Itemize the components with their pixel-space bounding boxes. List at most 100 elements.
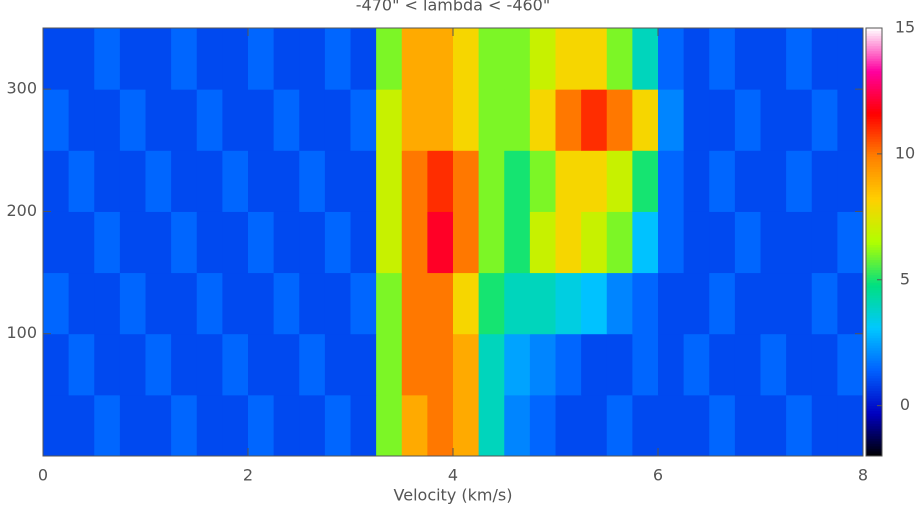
heat-cell xyxy=(760,333,787,396)
colorbar-segment xyxy=(866,322,882,326)
heat-cell xyxy=(94,211,121,274)
colorbar-segment xyxy=(866,299,882,303)
heat-cell xyxy=(683,272,710,335)
colorbar-segment xyxy=(866,141,882,145)
heat-cell xyxy=(478,272,505,335)
colorbar-segment xyxy=(866,267,882,271)
heat-cell xyxy=(145,89,172,151)
heat-cell xyxy=(248,89,275,151)
heat-cell xyxy=(427,394,454,457)
heat-cell xyxy=(43,89,70,151)
heat-cell xyxy=(119,394,146,457)
heat-cell xyxy=(529,333,556,396)
colorbar-segment xyxy=(866,194,882,198)
heat-cell xyxy=(504,333,531,396)
heat-cell xyxy=(171,333,198,396)
colorbar-segment xyxy=(866,88,882,92)
heat-cell xyxy=(683,28,710,90)
heat-cell xyxy=(145,272,172,335)
heat-cell xyxy=(350,333,377,396)
heat-cell xyxy=(273,150,300,212)
heat-cell xyxy=(222,272,249,335)
colorbar-tick-label: 15 xyxy=(895,18,915,37)
heat-cell xyxy=(68,394,95,457)
colorbar-segment xyxy=(866,377,882,381)
heat-cell xyxy=(171,150,198,212)
heat-cell xyxy=(222,333,249,396)
heat-cell xyxy=(453,28,480,90)
heat-cell xyxy=(145,211,172,274)
colorbar-segment xyxy=(866,433,882,437)
colorbar-segment xyxy=(866,327,882,331)
colorbar-segment xyxy=(866,390,882,394)
colorbar-segment xyxy=(866,297,882,301)
heat-cell xyxy=(529,89,556,151)
heat-cell xyxy=(581,333,608,396)
colorbar-segment xyxy=(866,430,882,434)
heat-cell xyxy=(453,150,480,212)
colorbar-segment xyxy=(866,121,882,125)
colorbar-segment xyxy=(866,450,882,454)
heat-cell xyxy=(632,211,659,274)
heat-cell xyxy=(248,28,275,90)
colorbar-segment xyxy=(866,111,882,115)
heat-cell xyxy=(478,333,505,396)
colorbar-segment xyxy=(866,221,882,225)
colorbar-segment xyxy=(866,362,882,366)
chart-title: -470" < lambda < -460" xyxy=(356,0,550,15)
colorbar-segment xyxy=(866,138,882,142)
colorbar-segment xyxy=(866,309,882,313)
colorbar-segment xyxy=(866,226,882,230)
heat-cell xyxy=(555,89,582,151)
heat-cell xyxy=(248,211,275,274)
colorbar-segment xyxy=(866,393,882,397)
colorbar-segment xyxy=(866,30,882,34)
colorbar-segment xyxy=(866,405,882,409)
colorbar-segment xyxy=(866,272,882,276)
heat-cell xyxy=(734,28,761,90)
heat-cell xyxy=(709,28,736,90)
colorbar-segment xyxy=(866,244,882,248)
heat-cell xyxy=(683,211,710,274)
heat-cell xyxy=(43,333,70,396)
heat-cell xyxy=(376,150,403,212)
heat-cell xyxy=(504,211,531,274)
colorbar-segment xyxy=(866,126,882,130)
colorbar-segment xyxy=(866,146,882,150)
colorbar-segment xyxy=(866,259,882,263)
colorbar-segment xyxy=(866,282,882,286)
colorbar-segment xyxy=(866,75,882,79)
colorbar-segment xyxy=(866,274,882,278)
heat-cell xyxy=(811,272,838,335)
heat-cell xyxy=(658,333,685,396)
colorbar-segment xyxy=(866,48,882,52)
colorbar-segment xyxy=(866,133,882,137)
heat-cell xyxy=(478,150,505,212)
heat-cell xyxy=(555,333,582,396)
heat-cell xyxy=(581,394,608,457)
heat-cell xyxy=(273,333,300,396)
colorbar-segment xyxy=(866,425,882,429)
heat-cell xyxy=(324,394,351,457)
colorbar-segment xyxy=(866,186,882,190)
colorbar-segment xyxy=(866,136,882,140)
colorbar-segment xyxy=(866,128,882,132)
colorbar-segment xyxy=(866,277,882,281)
heat-cell xyxy=(427,272,454,335)
heat-cell xyxy=(478,28,505,90)
heat-cell xyxy=(427,333,454,396)
colorbar-segment xyxy=(866,211,882,215)
heat-cell xyxy=(427,150,454,212)
heat-cell xyxy=(43,394,70,457)
heat-cell xyxy=(658,89,685,151)
colorbar-segment xyxy=(866,330,882,334)
colorbar-segment xyxy=(866,231,882,235)
colorbar-segment xyxy=(866,365,882,369)
heat-cell xyxy=(324,150,351,212)
heat-cell xyxy=(606,394,633,457)
heat-cell xyxy=(837,28,864,90)
heat-cell xyxy=(555,28,582,90)
heat-cell xyxy=(376,272,403,335)
colorbar-segment xyxy=(866,53,882,57)
heat-cell xyxy=(273,394,300,457)
